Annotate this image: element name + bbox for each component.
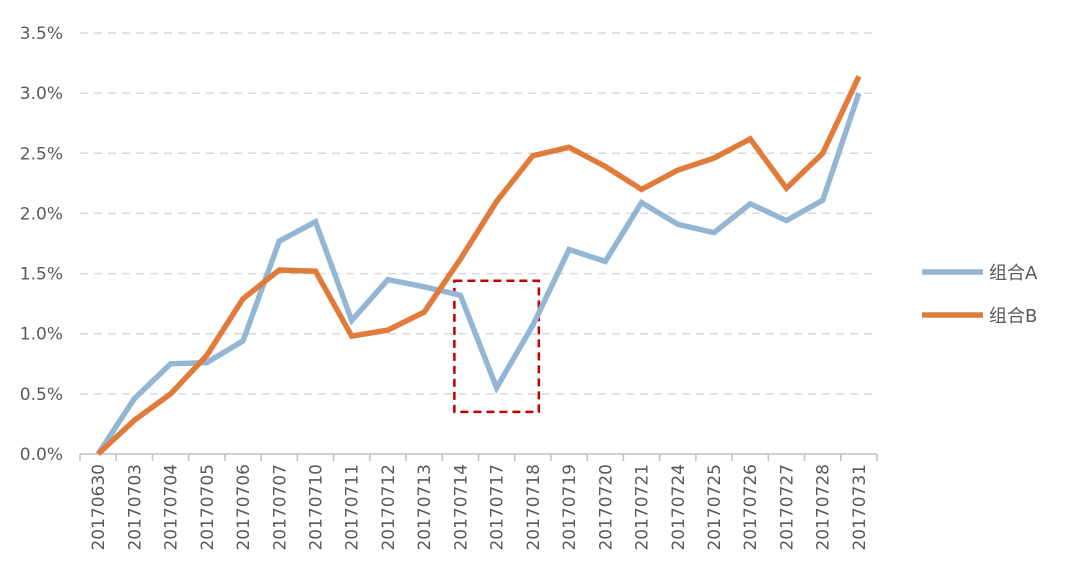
- x-tick-label: 20170705: [198, 464, 218, 551]
- y-tick-label: 2.5%: [20, 144, 63, 164]
- x-tick-label: 20170721: [633, 464, 653, 551]
- grid-lines: [80, 32, 877, 395]
- series-layer: [95, 75, 862, 457]
- y-tick-label: 3.0%: [20, 84, 63, 104]
- x-tick-label: 20170724: [669, 464, 689, 551]
- y-tick-label: 1.5%: [20, 265, 63, 285]
- y-tick-label: 2.0%: [20, 204, 63, 224]
- x-tick-label: 20170731: [850, 464, 870, 551]
- y-tick-label: 1.0%: [20, 325, 63, 345]
- x-tick-label: 20170712: [379, 464, 399, 551]
- annotation-layer: [453, 279, 541, 414]
- series-line-2: [96, 75, 862, 457]
- x-tick-label: 20170711: [343, 464, 363, 551]
- x-tick-label: 20170727: [777, 464, 797, 551]
- legend-label-1: 组合A: [989, 263, 1038, 284]
- x-tick-label: 20170719: [560, 464, 580, 551]
- x-tick-label: 20170726: [741, 464, 761, 551]
- x-tick-label: 20170728: [814, 464, 834, 551]
- highlight-box: [453, 279, 541, 414]
- y-axis-ticks: 0.0% 0.5% 1.0% 1.5% 2.0% 2.5% 3.0% 3.5%: [20, 24, 63, 465]
- y-tick-label: 3.5%: [20, 24, 63, 44]
- y-tick-label: 0.0%: [20, 445, 63, 465]
- x-tick-label: 20170704: [162, 464, 182, 551]
- x-tick-label: 20170713: [415, 464, 435, 551]
- x-axis: 20170630 20170703 20170704 20170705 20170706…: [79, 453, 878, 551]
- x-tick-label: 20170720: [596, 464, 616, 551]
- x-tick-label: 20170707: [270, 464, 290, 551]
- legend-label-2: 组合B: [989, 306, 1037, 327]
- series-line-1: [95, 92, 862, 456]
- x-tick-label: 20170706: [234, 464, 254, 551]
- x-tick-label: 20170630: [89, 464, 109, 551]
- x-tick-label: 20170725: [705, 464, 725, 551]
- x-tick-label: 20170714: [451, 464, 471, 551]
- legend: 组合A 组合B: [922, 263, 1038, 327]
- x-tick-label: 20170717: [488, 464, 508, 551]
- y-tick-label: 0.5%: [20, 385, 63, 405]
- x-tick-label: 20170703: [125, 464, 145, 551]
- x-tick-label: 20170718: [524, 464, 544, 551]
- x-tick-label: 20170710: [306, 464, 326, 551]
